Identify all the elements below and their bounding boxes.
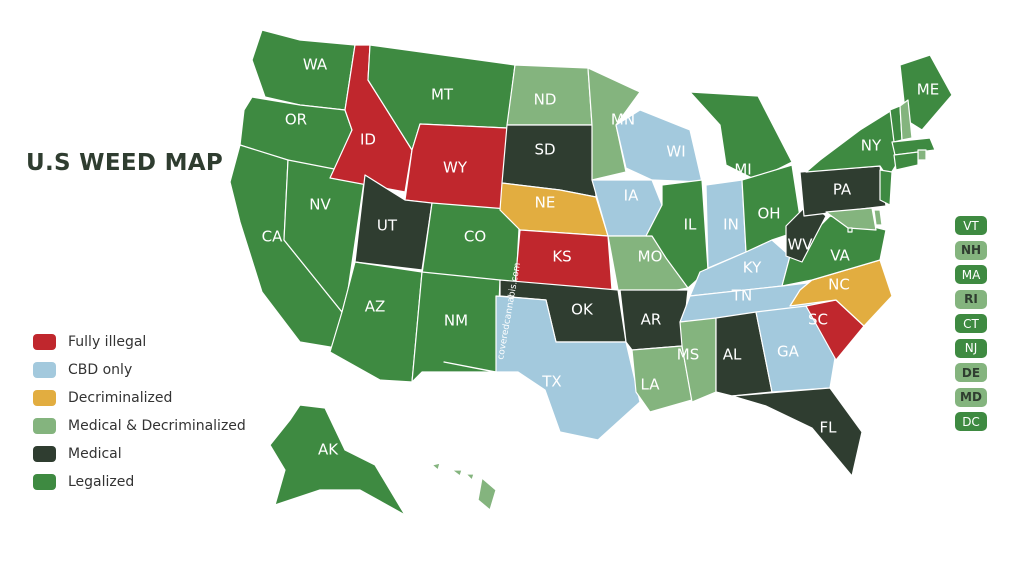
state-ri[interactable] (917, 149, 927, 161)
state-hi-island[interactable] (465, 473, 475, 481)
legend-swatch (33, 446, 56, 462)
legend-swatch (33, 418, 56, 434)
state-label-al: AL (723, 346, 742, 364)
legend-item-cbd-only: CBD only (33, 356, 246, 384)
state-label-sd: SD (534, 141, 555, 159)
state-ga[interactable] (755, 305, 837, 393)
state-il[interactable] (645, 179, 709, 289)
state-dc[interactable] (847, 227, 853, 233)
legend-item-medical-decriminalized: Medical & Decriminalized (33, 412, 246, 440)
state-va[interactable] (781, 215, 887, 287)
state-nh[interactable] (899, 99, 913, 141)
state-label-sc: SC (808, 311, 828, 329)
state-fl[interactable] (731, 387, 863, 477)
state-label-il: IL (684, 216, 697, 234)
badge-ct: CT (955, 314, 987, 333)
state-hi[interactable] (477, 477, 497, 511)
state-hi-island[interactable] (451, 469, 463, 477)
state-label-mt: MT (431, 86, 454, 104)
state-nj[interactable] (879, 169, 893, 206)
state-label-ok: OK (571, 301, 594, 319)
legend-item-decriminalized: Decriminalized (33, 384, 246, 412)
state-label-co: CO (464, 228, 486, 246)
state-ms[interactable] (679, 317, 717, 403)
state-label-wa: WA (303, 56, 328, 74)
badge-md: MD (955, 387, 987, 407)
state-label-mi: MI (734, 161, 751, 179)
legend-swatch (33, 362, 56, 378)
legend-swatch (33, 334, 56, 350)
state-label-mn: MN (611, 111, 635, 129)
state-label-ky: KY (743, 259, 762, 277)
badge-nj: NJ (955, 338, 987, 358)
state-label-nv: NV (309, 196, 331, 214)
state-label-pa: PA (833, 181, 852, 199)
state-label-la: LA (641, 376, 661, 394)
state-label-fl: FL (820, 419, 838, 437)
state-md[interactable] (825, 207, 877, 231)
state-label-wi: WI (666, 143, 685, 161)
state-label-ar: AR (641, 311, 662, 329)
state-label-wy: WY (443, 159, 468, 177)
state-label-ny: NY (861, 137, 882, 155)
state-label-ga: GA (777, 343, 800, 361)
state-tx[interactable] (443, 295, 641, 441)
state-label-oh: OH (757, 205, 780, 223)
legend-label: CBD only (68, 362, 133, 378)
state-label-mo: MO (638, 248, 663, 266)
state-label-or: OR (285, 111, 307, 129)
state-label-wv: WV (787, 236, 813, 254)
state-ct[interactable] (893, 151, 919, 171)
state-de[interactable] (873, 209, 883, 226)
badge-ma: MA (955, 265, 987, 284)
state-label-nm: NM (444, 312, 468, 330)
legend-label: Legalized (68, 474, 135, 490)
state-label-ut: UT (377, 217, 398, 235)
state-label-id: ID (360, 131, 376, 149)
state-nc[interactable] (789, 259, 893, 327)
legend-swatch (33, 390, 56, 406)
badge-ri: RI (955, 289, 987, 309)
state-label-ms: MS (677, 346, 699, 364)
legend-swatch (33, 474, 56, 490)
state-label-ak: AK (318, 441, 339, 459)
legend-item-fully-illegal: Fully illegal (33, 328, 246, 356)
state-label-ks: KS (552, 248, 571, 266)
badge-de: DE (955, 363, 987, 382)
state-wi[interactable] (615, 109, 703, 183)
state-label-in: IN (723, 216, 739, 234)
state-ak[interactable] (269, 404, 406, 516)
badge-nh: NH (955, 240, 987, 260)
state-label-nc: NC (828, 276, 850, 294)
state-label-ne: NE (535, 194, 556, 212)
legend-label: Fully illegal (68, 334, 147, 350)
state-label-tn: TN (731, 287, 752, 305)
state-label-me: ME (917, 81, 939, 99)
legend-label: Medical (68, 446, 122, 462)
state-label-ia: IA (624, 187, 639, 205)
state-la[interactable] (631, 345, 693, 413)
legend-label: Medical & Decriminalized (68, 418, 246, 434)
page-title: U.S WEED MAP (26, 150, 224, 176)
legend-item-medical: Medical (33, 440, 246, 468)
legend-label: Decriminalized (68, 390, 173, 406)
state-label-va: VA (830, 247, 850, 265)
small-state-badges: VT NH MA RI CT NJ DE MD DC (955, 216, 987, 437)
legend: Fully illegal CBD only Decriminalized Medic… (33, 328, 246, 496)
state-mn[interactable] (587, 67, 641, 181)
state-label-nd: ND (534, 91, 557, 109)
state-hi-island[interactable] (431, 462, 441, 471)
state-label-az: AZ (365, 298, 386, 316)
state-ny[interactable] (805, 109, 899, 179)
state-label-ca: CA (262, 228, 283, 246)
state-nm[interactable] (411, 271, 501, 383)
legend-item-legalized: Legalized (33, 468, 246, 496)
state-label-tx: TX (541, 373, 561, 391)
badge-dc: DC (955, 412, 987, 431)
badge-vt: VT (955, 216, 987, 235)
